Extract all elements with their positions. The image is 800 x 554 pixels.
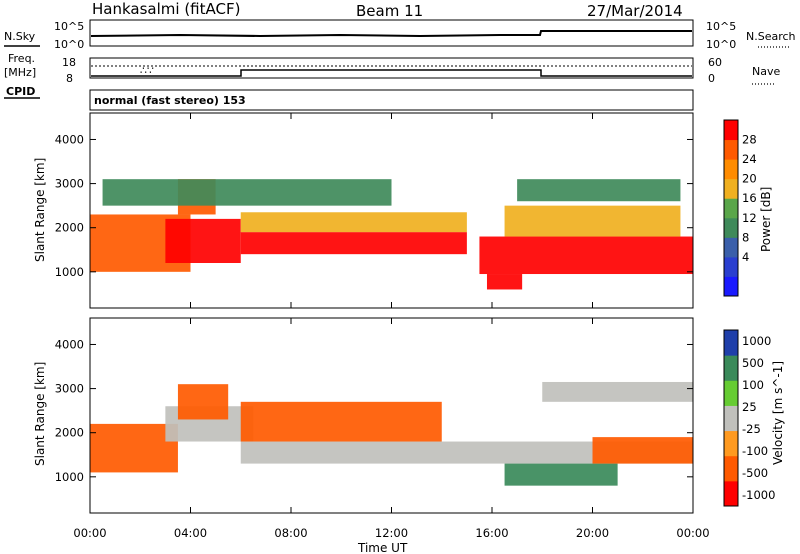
velocity-ylabel: Slant Range [km]	[33, 362, 47, 466]
velocity-colorbar-tick: 1000	[742, 334, 771, 348]
velocity-band	[592, 437, 693, 464]
time-tick-label: 00:00	[676, 526, 709, 540]
nsky-tick-top: 10^5	[54, 20, 84, 33]
time-tick-label: 20:00	[576, 526, 609, 540]
nsky-tick-bottom: 10^0	[54, 38, 84, 51]
date-title: 27/Mar/2014	[587, 2, 683, 20]
station-title: Hankasalmi (fitACF)	[92, 0, 240, 18]
power-band	[102, 179, 392, 206]
freq-tick-bottom: 8	[66, 72, 73, 85]
velocity-ytick-label: 4000	[55, 337, 84, 351]
velocity-colorbar-tick: -25	[742, 422, 761, 436]
power-colorbar: 28 24 20 16 12 8 4	[723, 119, 757, 297]
velocity-heatmap	[90, 381, 693, 486]
freq-label-2: [MHz]	[4, 66, 36, 79]
power-colorbar-swatch	[724, 276, 738, 297]
cpid-label: CPID	[6, 85, 35, 98]
power-colorbar-swatch	[724, 120, 738, 141]
velocity-colorbar-tick: -1000	[742, 488, 775, 502]
velocity-colorbar-tick: -500	[742, 466, 768, 480]
freq-trace	[91, 69, 692, 77]
svg-text:∴∵: ∴∵	[140, 64, 154, 77]
power-panel: 4000 3000 2000 1000 Slant Range [km] 28 24 20…	[33, 112, 773, 309]
velocity-colorbar-tick: 100	[742, 378, 764, 392]
velocity-band	[90, 423, 178, 473]
velocity-band	[240, 441, 693, 464]
velocity-ytick-label: 2000	[55, 426, 84, 440]
time-tick-label: 16:00	[475, 526, 508, 540]
velocity-colorbar-swatch	[724, 430, 738, 457]
power-ylabel: Slant Range [km]	[33, 158, 47, 262]
nsearch-label: N.Search	[746, 30, 796, 43]
power-colorbar-swatch	[724, 217, 738, 238]
velocity-band	[240, 401, 442, 442]
power-band	[165, 218, 241, 263]
velocity-colorbar-tick: -100	[742, 444, 768, 458]
velocity-colorbar-tick: 25	[742, 400, 757, 414]
velocity-panel: 4000 3000 2000 1000 Slant Range [km] 1000 50…	[33, 317, 785, 514]
velocity-colorbar-label: Velocity [m s^-1]	[771, 361, 785, 465]
power-heatmap	[90, 179, 693, 290]
power-colorbar-tick: 20	[742, 172, 757, 186]
freq-panel: Freq. [MHz] 18 8 60 0 Nave ∴∵ CPID norma…	[4, 52, 780, 111]
power-band	[486, 274, 523, 290]
power-colorbar-swatch	[724, 139, 738, 160]
power-band	[240, 212, 467, 233]
velocity-colorbar-swatch	[724, 355, 738, 381]
nsearch-tick-bottom: 10^0	[706, 38, 736, 51]
nsky-panel: N.Sky 10^5 10^0 10^5 10^0 N.Search	[4, 19, 796, 51]
power-colorbar-swatch	[724, 237, 738, 258]
time-tick-label: 04:00	[174, 526, 207, 540]
velocity-colorbar-tick: 500	[742, 356, 764, 370]
power-colorbar-tick: 16	[742, 191, 757, 205]
power-colorbar-tick: 4	[742, 250, 749, 264]
velocity-band	[177, 384, 229, 420]
time-tick-label: 00:00	[73, 526, 106, 540]
velocity-colorbar-swatch	[724, 455, 738, 482]
velocity-band	[542, 381, 693, 402]
power-band	[504, 205, 681, 237]
power-ytick-label: 3000	[55, 177, 84, 191]
freq-tick-top: 18	[62, 56, 76, 69]
power-colorbar-label: Power [dB]	[759, 187, 773, 252]
nave-label: Nave	[752, 65, 780, 78]
velocity-colorbar: 1000 500 100 25 -25 -100 -500 -1000	[723, 329, 775, 507]
time-tick-label: 12:00	[375, 526, 408, 540]
velocity-colorbar-swatch	[724, 380, 738, 406]
freq-label-1: Freq.	[8, 52, 35, 65]
power-colorbar-swatch	[724, 198, 738, 219]
time-axis-label: Time UT	[357, 541, 408, 554]
power-colorbar-swatch	[724, 256, 738, 277]
cpid-text: normal (fast stereo) 153	[94, 94, 246, 107]
time-axis: 00:00 04:00 08:00 12:00 16:00 20:00 00:00	[73, 113, 710, 540]
power-ytick-label: 2000	[55, 221, 84, 235]
power-ytick-label: 4000	[55, 132, 84, 146]
power-colorbar-tick: 8	[742, 230, 749, 244]
power-band	[240, 232, 467, 255]
power-colorbar-tick: 12	[742, 211, 757, 225]
nave-tick-bottom: 0	[708, 72, 715, 85]
time-tick-label: 08:00	[274, 526, 307, 540]
velocity-band	[504, 463, 618, 486]
power-band	[517, 179, 681, 202]
beam-title: Beam 11	[356, 2, 423, 20]
nsearch-tick-top: 10^5	[706, 20, 736, 33]
nsky-label: N.Sky	[4, 30, 36, 43]
nsky-trace	[90, 30, 692, 38]
nave-tick-top: 60	[708, 56, 722, 69]
velocity-colorbar-swatch	[724, 405, 738, 432]
power-colorbar-tick: 28	[742, 133, 757, 147]
power-colorbar-swatch	[724, 178, 738, 199]
velocity-colorbar-swatch	[724, 330, 738, 356]
power-colorbar-swatch	[724, 159, 738, 180]
power-colorbar-tick: 24	[742, 152, 757, 166]
velocity-ytick-label: 3000	[55, 382, 84, 396]
power-ytick-label: 1000	[55, 265, 84, 279]
velocity-ytick-label: 1000	[55, 470, 84, 484]
velocity-colorbar-swatch	[724, 480, 738, 507]
power-band	[479, 236, 693, 275]
